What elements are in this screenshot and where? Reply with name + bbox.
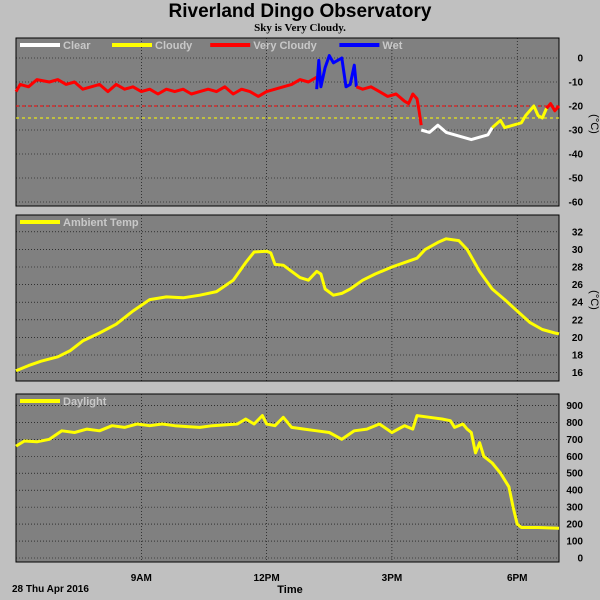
y-tick-label: 24 [572,298,584,309]
y-tick-label: 300 [566,503,583,514]
y-tick-label: 20 [572,333,584,344]
plot-area [15,393,560,563]
y-tick-label: -40 [569,150,584,161]
sky-temperature-panel: 0 -10 -20 -30 -40 -50 -60 (°C) Clear Cloudy Very C… [14,37,600,209]
y-tick-label: 0 [577,554,583,565]
x-tick-label: 12PM [254,573,280,584]
y-tick-label: 700 [566,435,583,446]
y-tick-label: 600 [566,452,583,463]
y-tick-label: 900 [566,401,583,412]
legend-label: Wet [382,40,402,52]
y-tick-label: 32 [572,227,584,238]
legend-label: Clear [63,40,91,52]
y-tick-label: -20 [569,102,584,113]
series-line [420,123,494,142]
legend-label: Cloudy [155,40,193,52]
y-tick-label: -60 [569,198,584,209]
legend-label: Daylight [63,396,107,408]
ambient-temperature-panel: 16 18 20 22 24 26 28 30 32 (°C) Ambient Temp [15,214,600,382]
y-tick-label: 500 [566,469,583,480]
sky-status-subtitle: Sky is Very Cloudy. [254,22,346,34]
x-tick-label: 3PM [382,573,403,584]
series-line [491,104,548,130]
plot-area [15,37,560,207]
y-tick-label: 22 [572,315,584,326]
series-line [15,414,560,530]
y-tick-label: 16 [572,368,584,379]
series-line [15,237,560,373]
legend-label: Very Cloudy [253,40,317,52]
daylight-panel: 0 100 200 300 400 500 600 700 800 900 9AM 12PM 3PM 6P… [15,393,583,584]
y-tick-label: -30 [569,126,584,137]
x-axis-label: Time [277,584,303,596]
y-unit-label: (°C) [588,290,600,310]
y-unit-label: (°C) [588,114,600,134]
y-tick-label: 200 [566,520,583,531]
y-tick-label: -50 [569,174,584,185]
y-tick-label: 800 [566,418,583,429]
series-line [315,54,358,90]
y-tick-label: 26 [572,280,584,291]
y-tick-label: 400 [566,486,583,497]
page-title: Riverland Dingo Observatory [168,1,432,22]
plot-area [15,214,560,382]
y-tick-label: 30 [572,245,584,256]
y-tick-label: 18 [572,351,584,362]
x-tick-label: 6PM [507,573,528,584]
y-tick-label: 100 [566,537,583,548]
y-tick-label: 0 [577,54,583,65]
y-tick-label: 28 [572,263,584,274]
series-line [14,75,318,98]
series-line [355,85,423,126]
legend-label: Ambient Temp [63,217,139,229]
date-label: 28 Thu Apr 2016 [12,584,89,595]
x-tick-label: 9AM [131,573,152,584]
y-tick-label: -10 [569,78,584,89]
series-line [545,102,561,113]
